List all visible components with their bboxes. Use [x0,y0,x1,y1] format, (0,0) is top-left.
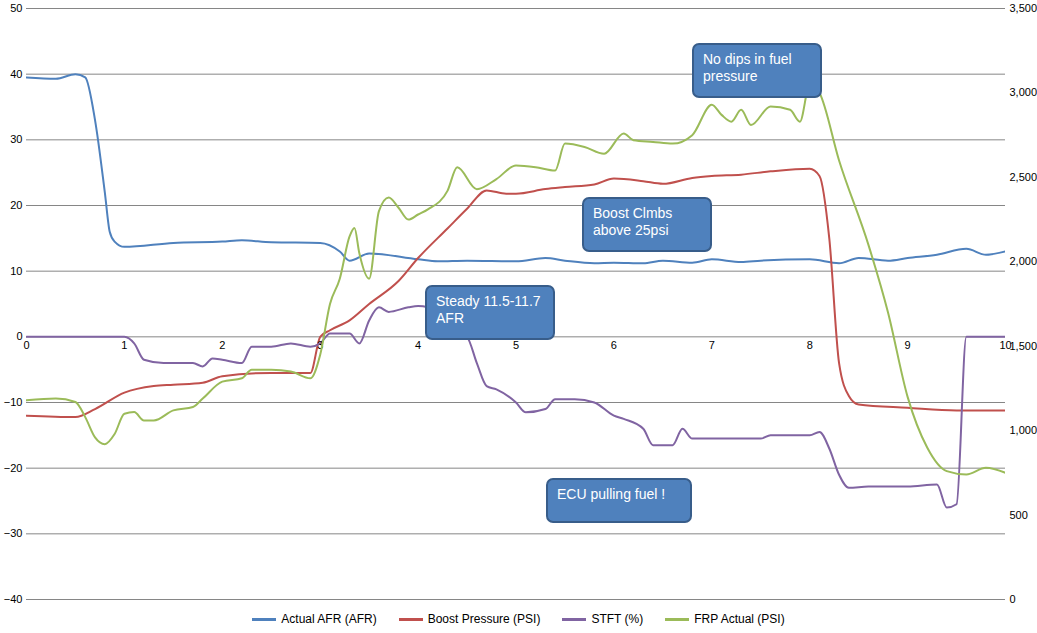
svg-text:0: 0 [16,330,22,342]
svg-text:1: 1 [121,339,127,351]
svg-text:50: 50 [10,2,22,14]
svg-text:3,500: 3,500 [1010,2,1037,14]
svg-text:20: 20 [10,199,22,211]
svg-text:9: 9 [905,339,911,351]
svg-text:10: 10 [10,265,22,277]
svg-text:8: 8 [807,339,813,351]
svg-text:4: 4 [415,339,421,351]
html-text:Boost Pressure (PSI): Boost Pressure (PSI) [427,612,541,626]
html-text:No dips in fuel pressure: No dips in fuel pressure [703,51,792,84]
svg-text:5: 5 [513,339,519,351]
svg-text:1,500: 1,500 [1010,340,1037,352]
svg-text:0: 0 [23,339,29,351]
html-text:Boost Clmbs above 25psi: Boost Clmbs above 25psi [593,205,673,238]
html-text:Steady 11.5-11.7 AFR: Steady 11.5-11.7 AFR [436,293,541,326]
svg-text:−20: −20 [4,462,23,474]
html-text:ECU pulling fuel !: ECU pulling fuel ! [557,486,666,502]
svg-text:7: 7 [709,339,715,351]
svg-text:500: 500 [1010,509,1028,521]
html-text:Actual AFR (AFR): Actual AFR (AFR) [281,612,377,626]
svg-text:3,000: 3,000 [1010,86,1037,98]
html-text:STFT (%): STFT (%) [591,612,644,626]
svg-text:−40: −40 [4,593,23,605]
svg-text:−30: −30 [4,527,23,539]
svg-text:−10: −10 [4,396,23,408]
svg-text:3: 3 [317,339,323,351]
svg-text:2: 2 [219,339,225,351]
svg-text:6: 6 [611,339,617,351]
svg-text:1,000: 1,000 [1010,424,1037,436]
svg-text:0: 0 [1010,593,1016,605]
svg-text:40: 40 [10,68,22,80]
svg-text:10: 10 [999,339,1011,351]
svg-text:2,500: 2,500 [1010,171,1037,183]
svg-text:2,000: 2,000 [1010,255,1037,267]
svg-text:30: 30 [10,133,22,145]
html-text:FRP Actual (PSI): FRP Actual (PSI) [694,612,785,626]
